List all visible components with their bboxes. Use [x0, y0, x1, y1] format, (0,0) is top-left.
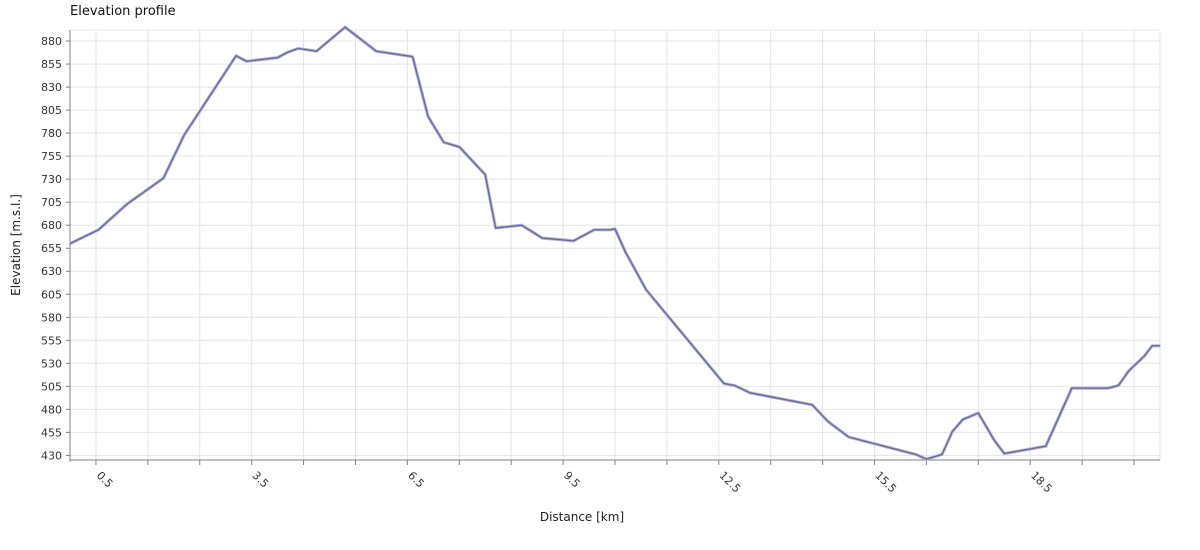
series: [69, 25, 1161, 461]
y-tick-label: 630: [41, 265, 62, 278]
elevation-point: [458, 146, 460, 148]
y-tick-label: 780: [41, 127, 62, 140]
elevation-point: [183, 134, 185, 136]
elevation-point: [375, 50, 377, 52]
y-tick-label: 705: [41, 196, 62, 209]
elevation-point: [951, 430, 953, 433]
elevation-point: [614, 228, 616, 230]
elevation-point: [520, 224, 523, 226]
elevation-point: [962, 418, 964, 421]
elevation-point: [572, 240, 575, 242]
elevation-point: [69, 243, 71, 245]
elevation-point: [1107, 387, 1109, 389]
elevation-point: [977, 412, 979, 414]
elevation-point: [562, 239, 564, 241]
elevation-point: [126, 203, 128, 205]
elevation-point: [1151, 345, 1153, 347]
elevation-point: [245, 60, 248, 62]
y-tick-label: 730: [41, 173, 62, 186]
elevation-point: [484, 173, 486, 176]
elevation-point: [1045, 445, 1047, 447]
y-tick-label: 680: [41, 219, 62, 232]
elevation-point: [1071, 387, 1073, 389]
y-tick-label: 755: [41, 150, 62, 163]
y-tick-label: 555: [41, 334, 62, 347]
elevation-point: [315, 50, 318, 52]
elevation-point: [297, 47, 299, 50]
elevation-point: [645, 289, 647, 291]
elevation-point: [97, 229, 100, 231]
elevation-point: [531, 231, 533, 233]
elevation-point: [1003, 452, 1005, 455]
y-axis-title: Elevation [m.s.l.]: [9, 194, 23, 296]
elevation-point: [749, 392, 751, 394]
y-tick-label: 805: [41, 104, 62, 117]
elevation-point: [411, 56, 414, 58]
x-axis-title: Distance [km]: [540, 510, 624, 524]
y-tick-label: 655: [41, 242, 62, 255]
y-tick-label: 480: [41, 403, 62, 416]
y-tick-label: 605: [41, 288, 62, 301]
elevation-point: [915, 453, 917, 456]
y-tick-label: 830: [41, 81, 62, 94]
y-tick-label: 880: [41, 35, 62, 48]
elevation-point: [941, 453, 943, 456]
y-tick-label: 455: [41, 426, 62, 439]
elevation-point: [827, 420, 829, 422]
elevation-point: [925, 458, 928, 460]
elevation-point: [443, 141, 445, 143]
y-tick-label: 855: [41, 58, 62, 71]
y-tick-label: 505: [41, 380, 62, 393]
elevation-point: [847, 436, 850, 438]
elevation-point: [1117, 384, 1120, 387]
elevation-point: [624, 251, 626, 253]
elevation-point: [609, 229, 611, 231]
elevation-point: [541, 237, 543, 239]
elevation-point: [723, 382, 725, 385]
elevation-point: [993, 439, 995, 441]
elevation-point: [733, 384, 735, 387]
chart-title: Elevation profile: [70, 4, 176, 19]
elevation-point: [593, 229, 595, 231]
y-tick-label: 580: [41, 311, 62, 324]
elevation-point: [277, 57, 279, 59]
elevation-point: [495, 227, 497, 229]
y-tick-label: 430: [41, 449, 62, 462]
elevation-point: [427, 115, 429, 118]
elevation-point: [1159, 345, 1161, 347]
elevation-point: [287, 51, 289, 53]
elevation-point: [344, 26, 346, 28]
elevation-point: [1143, 355, 1146, 357]
y-tick-label: 530: [41, 357, 62, 370]
elevation-point: [1128, 370, 1130, 372]
elevation-point: [235, 55, 237, 57]
elevation-point: [162, 177, 165, 179]
elevation-point: [811, 404, 813, 406]
